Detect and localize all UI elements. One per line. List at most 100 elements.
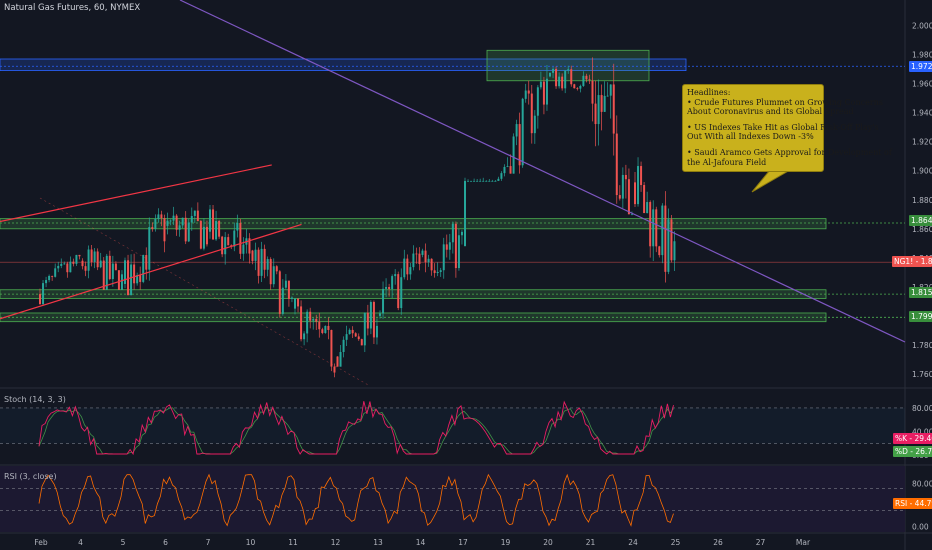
candle-body (90, 249, 93, 263)
time-axis-tick: 20 (543, 538, 553, 547)
candle-body (382, 288, 385, 314)
time-axis-tick: 5 (121, 538, 126, 547)
candle-body (497, 178, 500, 181)
candle-body (652, 209, 655, 247)
callout-line: About Coronavirus and its Global Spread (687, 107, 854, 117)
candle-body (93, 251, 96, 263)
candle-body (63, 263, 66, 265)
channel-upper (0, 164, 272, 223)
candle-body (515, 124, 518, 137)
time-axis-tick: 13 (373, 538, 383, 547)
candle-body (427, 258, 430, 263)
candle-body (451, 223, 454, 243)
candle-body (655, 209, 658, 247)
candle-body (266, 259, 269, 270)
candle-body (54, 268, 57, 277)
rsi-line (38, 473, 674, 527)
candle-body (643, 185, 646, 214)
candle-body (618, 195, 621, 199)
candle-body (421, 250, 424, 255)
callout-line: • Saudi Aramco Gets Approval for Develop… (687, 147, 892, 157)
candle-body (621, 174, 624, 199)
candle-body (433, 270, 436, 274)
candle-body (96, 251, 99, 268)
candle-body (187, 222, 190, 242)
candle-body (212, 209, 215, 240)
candle-body (133, 264, 136, 284)
candle-body (294, 298, 296, 309)
candle-body (336, 356, 339, 367)
candle-body (227, 237, 230, 246)
candle-body (542, 81, 545, 105)
candle-body (300, 306, 303, 340)
candle-body (506, 166, 509, 167)
candle-body (539, 81, 542, 88)
candle-body (500, 173, 503, 179)
candle-body (339, 351, 342, 367)
candle-body (190, 215, 193, 223)
candle-body (105, 255, 108, 290)
time-axis-tick: 6 (163, 538, 168, 547)
candle-body (409, 267, 412, 275)
candle-body (372, 301, 375, 338)
candle-body (108, 255, 111, 280)
candle-body (327, 325, 330, 330)
callout-line: Headlines: (687, 88, 731, 97)
candle-body (379, 313, 381, 316)
candle-body (606, 95, 609, 97)
time-axis-tick: 12 (331, 538, 341, 547)
rsi-title: RSI (3, close) (4, 472, 57, 481)
candle-body (184, 217, 187, 242)
candle-body (297, 298, 300, 307)
price-axis-tick: 1.940 (912, 109, 932, 118)
price-axis-tick: 1.960 (912, 80, 932, 89)
candle-body (670, 219, 673, 261)
last-price-tag: NG1! - 1.837 (892, 256, 932, 267)
headlines-callout[interactable]: Headlines: • Crude Futures Plummet on Gr… (682, 84, 892, 172)
callout-line: • US Indexes Take Hit as Global Risk-Off… (687, 122, 879, 132)
price-axis-tick: 1.900 (912, 167, 932, 176)
candle-body (275, 266, 278, 272)
candle-body (181, 217, 184, 226)
time-axis-tick: 19 (501, 538, 511, 547)
price-axis-tick: 1.980 (912, 51, 932, 60)
candle-body (306, 311, 309, 334)
candle-body (348, 329, 351, 335)
consolidation-box (486, 49, 650, 82)
candle-body (524, 90, 527, 99)
candle-body (439, 270, 442, 272)
candle-body (127, 260, 130, 296)
candle-body (145, 255, 148, 270)
candle-body (582, 75, 585, 86)
candle-body (290, 297, 293, 299)
stoch-d-tag: %D - 26.79 (893, 446, 932, 457)
candle-body (251, 250, 254, 261)
price-axis-tick: 1.880 (912, 196, 932, 205)
time-axis-tick: 21 (586, 538, 596, 547)
candle-body (269, 259, 272, 285)
stoch-axis-tick: 80.00 (912, 404, 932, 413)
candle-body (564, 70, 567, 89)
price-tag-1864: 1.864 (909, 215, 932, 226)
candle-body (172, 215, 175, 221)
candle-body (430, 258, 433, 271)
time-axis-tick: Feb (34, 538, 48, 547)
candle-body (406, 258, 409, 275)
time-axis-tick: 26 (713, 538, 723, 547)
candle-body (627, 179, 630, 215)
candle-body (166, 220, 169, 226)
candle-body (39, 294, 41, 305)
candle-body (42, 283, 45, 305)
candle-body (460, 231, 463, 236)
stoch-k-tag: %K - 29.46 (893, 433, 932, 444)
candle-body (284, 280, 287, 288)
candle-body (467, 180, 470, 182)
candle-body (263, 248, 266, 270)
downtrend-line (179, 0, 906, 343)
rsi-axis-tick: 0.00 (912, 523, 929, 532)
candle-body (491, 180, 494, 182)
candle-body (272, 266, 275, 285)
candle-body (330, 329, 333, 367)
candle-body (218, 221, 221, 237)
